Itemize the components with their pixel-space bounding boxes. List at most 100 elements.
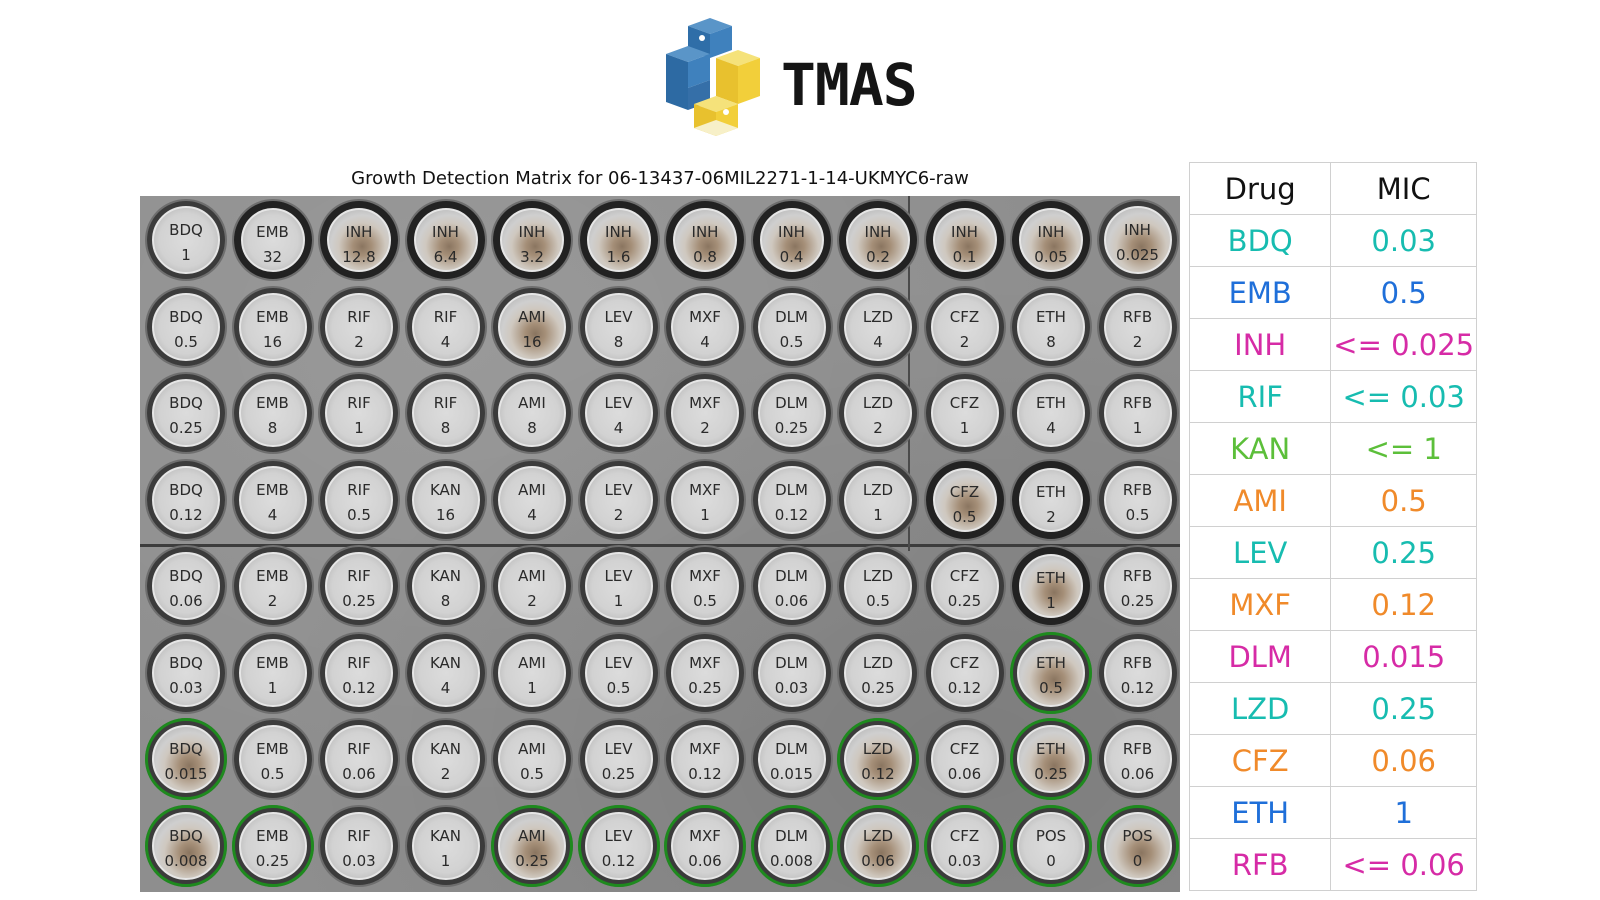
plate-well: RFB 2 [1098, 287, 1177, 366]
plate-well: BDQ 0.03 [147, 633, 225, 712]
plate-well: ETH 2 [1012, 460, 1090, 539]
mic-value-cell: 0.25 [1330, 682, 1477, 735]
well-drug-label: BDQ [169, 394, 203, 412]
well-concentration-label: 8 [1046, 332, 1056, 351]
well-concentration-label: 0.03 [774, 678, 809, 697]
well-drug-label: KAN [429, 826, 462, 845]
mic-value-cell: <= 0.025 [1330, 318, 1477, 371]
well-drug-label: INH [951, 223, 978, 241]
plate-well: AMI 0.25 [491, 804, 573, 887]
mic-row: EMB 0.5 [1188, 266, 1477, 319]
well-concentration-label: 0.25 [342, 592, 376, 610]
well-drug-label: ETH [1036, 394, 1066, 412]
well-concentration-label: 0.03 [169, 678, 203, 697]
well-concentration-label: 1.6 [606, 248, 631, 266]
header-drug: Drug [1188, 162, 1332, 215]
well-concentration-label: 4 [613, 419, 624, 437]
well-drug-label: DLM [775, 567, 808, 585]
mic-drug-cell: MXF [1188, 578, 1332, 631]
plate-well: RFB 1 [1098, 374, 1177, 452]
mic-table-header: Drug MIC [1188, 162, 1477, 215]
plate-well: INH 12.8 [320, 201, 398, 279]
well-concentration-label: 1 [267, 678, 278, 697]
well-concentration-label: 2 [1046, 507, 1056, 526]
mic-table-body: BDQ 0.03 EMB 0.5 INH <= 0.025 RIF <= 0.03 KAN <= … [1188, 214, 1477, 891]
well-drug-label: EMB [256, 567, 289, 585]
well-concentration-label: 0.5 [347, 505, 371, 524]
mic-row: LZD 0.25 [1188, 682, 1477, 735]
plate-well: ETH 0.5 [1010, 631, 1092, 714]
plate-well: LEV 4 [579, 374, 658, 452]
plate-well: CFZ 1 [925, 374, 1004, 452]
well-concentration-label: 4 [267, 505, 278, 524]
plate-well: RIF 0.12 [320, 633, 398, 712]
plate-well: RIF 4 [406, 287, 485, 366]
well-drug-label: CFZ [949, 567, 980, 585]
mic-row: CFZ 0.06 [1188, 734, 1477, 787]
mic-drug-cell: INH [1188, 318, 1332, 371]
well-concentration-label: 2 [613, 505, 624, 524]
plate-well: DLM 0.12 [752, 460, 831, 539]
well-concentration-label: 0.5 [520, 765, 544, 783]
plate-well: EMB 4 [233, 460, 312, 539]
well-drug-label: BDQ [169, 653, 203, 672]
plate-well: LEV 0.5 [579, 633, 658, 712]
well-concentration-label: 0.25 [601, 765, 636, 783]
well-concentration-label: 0.12 [342, 678, 376, 697]
well-drug-label: CFZ [949, 740, 980, 758]
plate-well: INH 0.4 [752, 201, 831, 279]
plate-well: AMI 1 [493, 633, 571, 712]
well-concentration-label: 1 [527, 678, 537, 697]
growth-detected-ring [837, 804, 919, 887]
well-drug-label: RIF [347, 567, 371, 585]
plate-well: CFZ 0.12 [925, 633, 1004, 712]
mic-value-cell: 0.25 [1330, 526, 1477, 579]
well-concentration-label: 0.06 [774, 592, 809, 610]
growth-detected-ring [491, 804, 573, 887]
well-concentration-label: 2 [440, 765, 451, 783]
plate-well: DLM 0.03 [752, 633, 831, 712]
well-concentration-label: 0.4 [779, 248, 804, 266]
plate-well: RIF 8 [406, 374, 485, 452]
growth-detected-ring [577, 804, 660, 887]
plate-well: RFB 0.06 [1098, 720, 1177, 798]
well-drug-label: BDQ [169, 480, 203, 499]
plate-well: DLM 0.5 [752, 287, 831, 366]
well-drug-label: INH [864, 223, 892, 241]
well-concentration-label: 1 [959, 419, 970, 437]
well-drug-label: BDQ [169, 567, 203, 585]
well-drug-label: LZD [862, 480, 894, 499]
well-drug-label: RFB [1122, 307, 1153, 326]
well-concentration-label: 0.015 [770, 765, 813, 783]
well-drug-label: EMB [256, 394, 289, 412]
well-concentration-label: 8 [527, 419, 537, 437]
plate-well: MXF 4 [666, 287, 744, 366]
well-drug-label: AMI [518, 567, 546, 585]
well-concentration-label: 0.1 [952, 248, 977, 266]
plate-well: AMI 4 [493, 460, 571, 539]
well-drug-label: KAN [429, 567, 462, 585]
plate-well: INH 0.2 [839, 201, 917, 279]
plate-well: RFB 0.5 [1098, 460, 1177, 539]
plate-title: Growth Detection Matrix for 06-13437-06M… [351, 168, 969, 189]
growth-detected-ring [750, 804, 833, 887]
well-drug-label: MXF [689, 740, 721, 758]
well-concentration-label: 1 [354, 419, 364, 437]
plate-well: AMI 2 [493, 547, 571, 625]
plate-well: DLM 0.015 [752, 720, 831, 798]
mic-drug-cell: BDQ [1188, 214, 1332, 267]
well-concentration-label: 0.25 [1120, 592, 1155, 610]
well-concentration-label: 2 [1132, 332, 1143, 351]
plate-well: BDQ 0.5 [147, 287, 225, 366]
plate-well: AMI 8 [493, 374, 571, 452]
plate-well: RIF 0.25 [320, 547, 398, 625]
mic-row: RIF <= 0.03 [1188, 370, 1477, 423]
well-concentration-label: 1 [1046, 594, 1056, 612]
well-drug-label: KAN [429, 653, 462, 672]
well-concentration-label: 4 [440, 332, 451, 351]
well-drug-label: DLM [775, 653, 808, 672]
well-drug-label: ETH [1036, 569, 1066, 587]
plate-well: INH 1.6 [579, 201, 658, 279]
well-drug-label: AMI [518, 653, 546, 672]
well-drug-label: INH [778, 223, 805, 241]
